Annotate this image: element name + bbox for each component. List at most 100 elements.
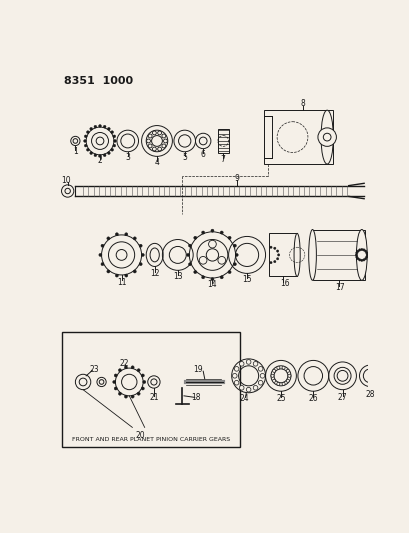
Circle shape [86,148,89,151]
Bar [217,128,228,154]
Circle shape [101,244,104,247]
Circle shape [148,144,152,148]
Circle shape [281,366,284,369]
Circle shape [141,387,144,390]
Circle shape [84,144,87,147]
Circle shape [276,366,279,369]
Circle shape [193,271,196,273]
Circle shape [358,249,360,251]
Circle shape [356,250,358,252]
Circle shape [272,369,275,373]
Bar [312,230,364,280]
Ellipse shape [308,230,316,280]
Circle shape [137,369,140,372]
Text: 26: 26 [308,394,317,403]
Circle shape [246,387,250,392]
Circle shape [86,131,89,134]
Circle shape [233,244,236,247]
Circle shape [356,257,358,260]
Circle shape [83,140,86,142]
Circle shape [360,248,362,251]
Circle shape [118,369,121,372]
Circle shape [137,392,140,395]
Text: 13: 13 [173,272,182,281]
Bar [263,116,271,158]
Text: 5: 5 [182,154,187,163]
Circle shape [358,259,360,261]
Circle shape [162,144,165,148]
Circle shape [365,256,367,258]
Circle shape [270,374,273,377]
Circle shape [277,254,279,256]
Circle shape [103,154,106,157]
Text: 3: 3 [125,154,130,163]
Text: 11: 11 [117,278,126,287]
Circle shape [234,367,238,371]
Circle shape [232,374,236,378]
Text: 22: 22 [119,359,129,368]
Circle shape [365,252,367,254]
Circle shape [235,253,238,256]
Circle shape [148,134,152,138]
Circle shape [258,367,262,371]
Text: 24: 24 [239,394,249,403]
Ellipse shape [293,233,299,277]
Circle shape [364,257,366,260]
Circle shape [157,147,161,151]
Circle shape [124,366,127,369]
Circle shape [188,244,191,247]
Text: 28: 28 [365,390,374,399]
Circle shape [146,139,150,143]
Circle shape [141,253,144,256]
Circle shape [246,360,250,364]
Circle shape [112,381,115,384]
Text: 9: 9 [234,174,239,183]
Text: 6: 6 [200,150,205,158]
Circle shape [118,392,121,395]
Circle shape [220,231,223,234]
Circle shape [107,152,110,155]
Text: 4: 4 [154,158,159,167]
Circle shape [199,256,207,264]
Circle shape [90,127,92,130]
Text: 12: 12 [150,269,159,278]
Text: 25: 25 [276,394,285,403]
Circle shape [94,154,97,157]
Circle shape [110,131,113,134]
Circle shape [133,270,136,273]
Circle shape [142,381,146,384]
Circle shape [362,259,364,261]
Circle shape [287,374,290,377]
Circle shape [94,125,97,128]
Circle shape [107,270,110,273]
Circle shape [276,257,278,260]
Circle shape [99,125,101,127]
Text: 27: 27 [337,393,346,402]
Circle shape [162,134,165,138]
Text: 8: 8 [299,100,304,109]
Circle shape [364,250,366,252]
Circle shape [276,382,279,385]
Circle shape [273,261,275,263]
Circle shape [99,155,101,157]
Circle shape [365,254,367,256]
Circle shape [131,366,134,369]
Text: 18: 18 [191,393,200,402]
Text: 19: 19 [193,365,202,374]
Circle shape [227,271,231,273]
Text: 7: 7 [220,155,225,164]
Circle shape [152,131,156,135]
Text: 10: 10 [61,176,71,185]
Text: 2: 2 [97,157,102,165]
Circle shape [269,262,272,264]
Circle shape [239,361,243,366]
Circle shape [360,259,362,262]
Circle shape [115,233,118,236]
Circle shape [107,237,110,240]
Circle shape [193,236,196,239]
Circle shape [139,263,142,265]
Circle shape [90,152,92,155]
Bar [269,233,297,277]
Circle shape [210,278,213,281]
Text: FRONT AND REAR PLANET PINION CARRIER GEARS: FRONT AND REAR PLANET PINION CARRIER GEA… [72,437,229,442]
